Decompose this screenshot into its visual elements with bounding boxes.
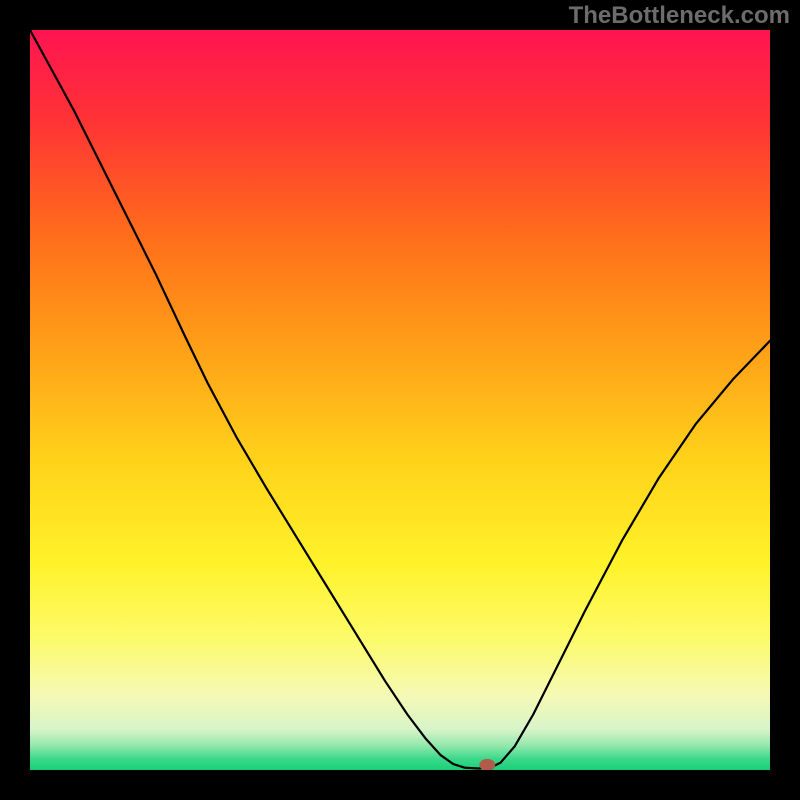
plot-area [30,30,770,770]
watermark-text: TheBottleneck.com [569,2,790,30]
gradient-background [30,30,770,770]
plot-svg [30,30,770,770]
